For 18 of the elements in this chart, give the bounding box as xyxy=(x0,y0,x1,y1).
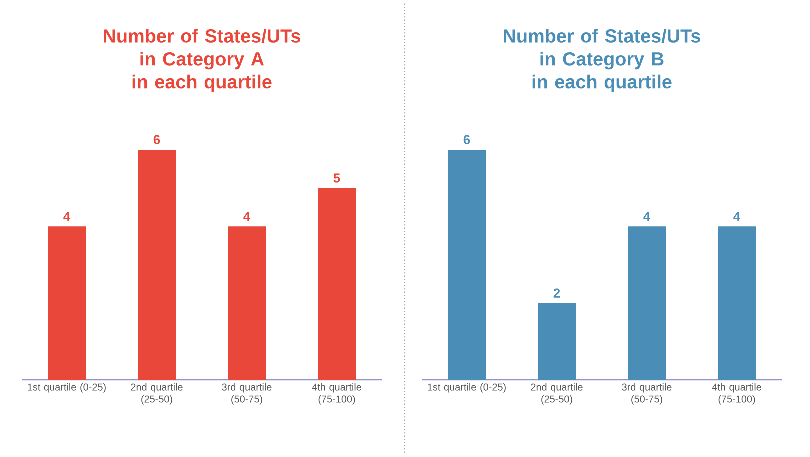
x-tick-label: 1st quartile (0-25) xyxy=(428,384,506,393)
data-label: 6 xyxy=(154,135,160,144)
data-label: 4 xyxy=(644,212,651,222)
x-tick-label: 4th quartile (75-100) xyxy=(312,384,362,405)
x-tick-label: 3rd quartile (50-75) xyxy=(622,384,672,405)
x-tick-label: 3rd quartile (50-75) xyxy=(222,384,272,405)
chart-title: Number of States/UTs in Category A in each quartile xyxy=(104,29,300,92)
x-tick-label: 4th quartile (75-100) xyxy=(712,384,762,405)
data-label: 4 xyxy=(734,212,741,222)
data-label: 2 xyxy=(554,288,560,298)
chart-title: Number of States/UTs in Category B in each quartile xyxy=(504,29,700,92)
x-tick-label: 2nd quartile (25-50) xyxy=(131,384,183,405)
data-label: 6 xyxy=(464,135,470,144)
data-label: 4 xyxy=(64,212,71,222)
x-tick-label: 2nd quartile (25-50) xyxy=(531,384,583,405)
x-tick-label: 1st quartile (0-25) xyxy=(28,384,106,393)
data-label: 5 xyxy=(334,174,340,183)
data-label: 4 xyxy=(244,212,251,222)
